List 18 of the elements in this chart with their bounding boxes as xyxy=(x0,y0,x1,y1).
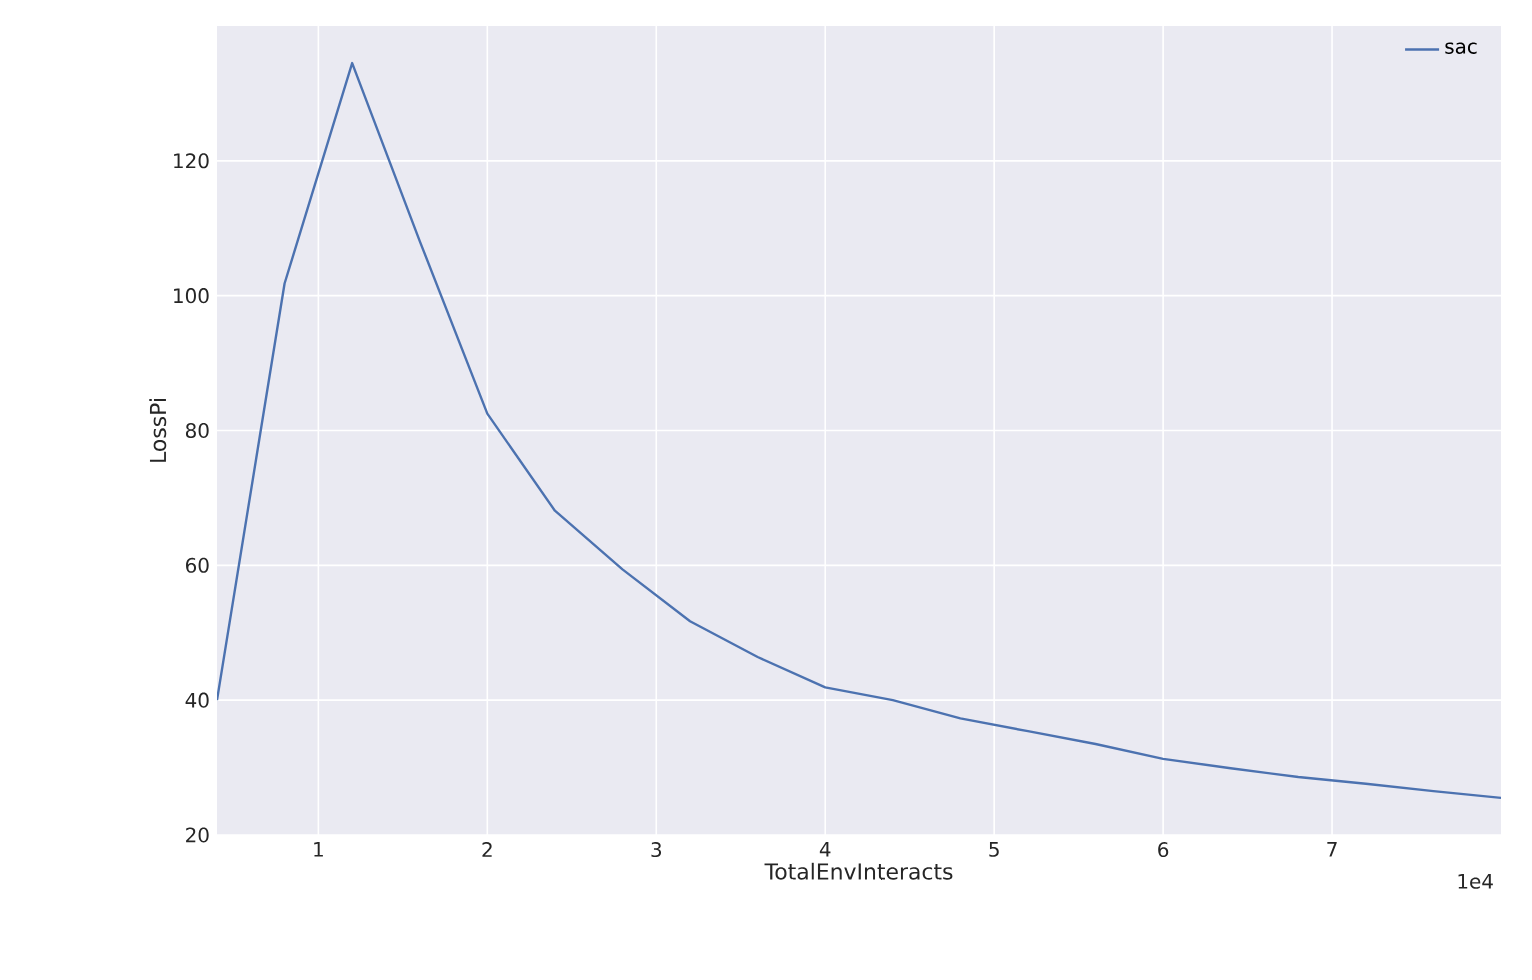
x-tick-label: 4 xyxy=(819,842,831,857)
y-tick-label: 120 xyxy=(174,153,209,169)
text: 1e4 xyxy=(1458,874,1493,889)
line-series xyxy=(217,61,1502,800)
y-tick-label: 40 xyxy=(185,692,209,708)
x-axis-title: TotalEnvInteracts xyxy=(764,862,953,880)
y-tick-label: 60 xyxy=(186,557,209,573)
legend-label: sac xyxy=(1445,42,1477,54)
x-tick-label: 3 xyxy=(651,842,662,858)
x-tick-label: 5 xyxy=(989,842,999,857)
y-tick-label: 20 xyxy=(186,827,209,843)
x-tick-label: 6 xyxy=(1158,842,1169,858)
y-tick-label: 80 xyxy=(185,422,209,439)
y-tick-label: 100 xyxy=(174,288,209,304)
x-tick-label: 2 xyxy=(482,842,492,857)
y-axis-title: LossPi xyxy=(149,399,167,462)
x-tick-label: 7 xyxy=(1327,842,1337,857)
x-tick-label: 1 xyxy=(314,842,323,857)
